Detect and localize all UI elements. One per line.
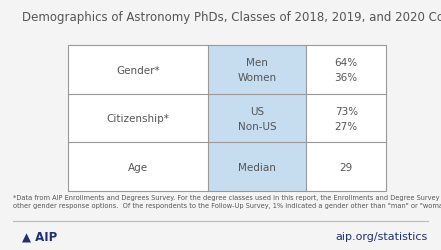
Bar <box>306 46 386 191</box>
Text: *Data from AIP Enrollments and Degrees Survey. For the degree classes used in th: *Data from AIP Enrollments and Degrees S… <box>13 194 441 208</box>
Text: Age: Age <box>128 162 148 172</box>
Text: Citizenship*: Citizenship* <box>107 114 170 124</box>
Bar <box>68 46 208 191</box>
Text: 64%
36%: 64% 36% <box>335 58 358 83</box>
Bar <box>68 46 386 191</box>
Bar <box>208 46 306 191</box>
Text: 73%
27%: 73% 27% <box>335 106 358 131</box>
Text: Gender*: Gender* <box>116 66 160 76</box>
Text: Demographics of Astronomy PhDs, Classes of 2018, 2019, and 2020 Combined: Demographics of Astronomy PhDs, Classes … <box>22 11 441 24</box>
Text: Median: Median <box>238 162 276 172</box>
Text: 29: 29 <box>340 162 353 172</box>
Text: ▲ AIP: ▲ AIP <box>22 230 57 243</box>
Text: US
Non-US: US Non-US <box>238 106 277 131</box>
Text: aip.org/statistics: aip.org/statistics <box>336 231 428 241</box>
Text: Men
Women: Men Women <box>238 58 277 83</box>
